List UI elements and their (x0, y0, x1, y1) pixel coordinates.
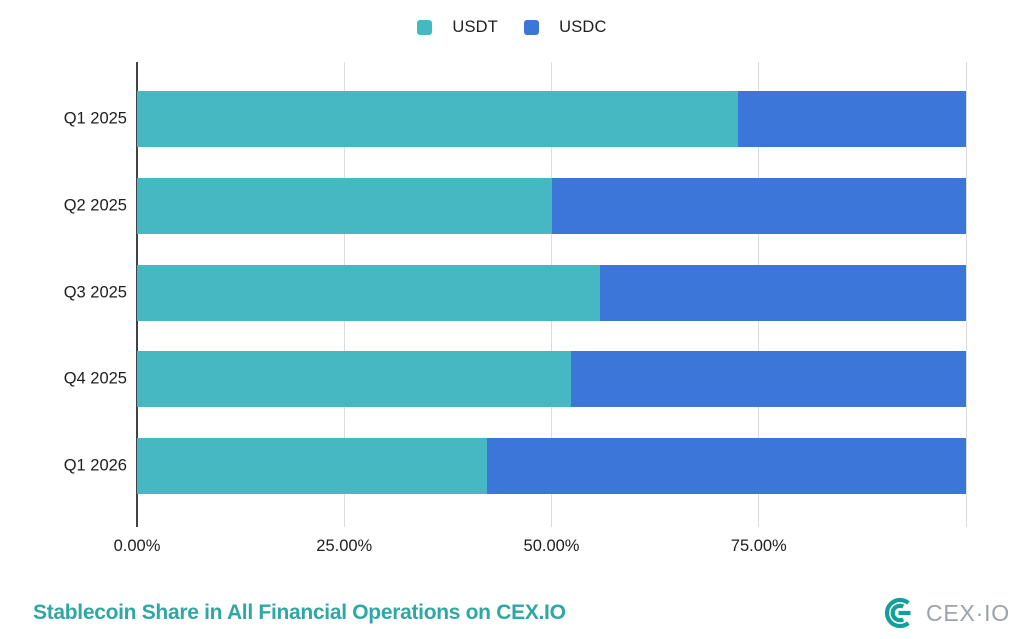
y-axis-label: Q3 2025 (63, 283, 127, 301)
cexio-logo-text: CEX·IO (925, 599, 1010, 626)
chart-legend: USDT USDC (0, 18, 1024, 37)
bar-segment-usdt-q1-2026[interactable] (137, 438, 487, 494)
x-axis-label: 50.00% (523, 537, 580, 555)
y-axis-label: Q1 2026 (63, 456, 127, 475)
x-axis-label: 0.00% (113, 537, 161, 555)
legend-swatch-usdt (417, 20, 433, 35)
y-axis-label: Q2 2025 (63, 196, 127, 215)
x-axis-labels: 0.00% 25.00% 50.00% 75.00% (0, 537, 1024, 561)
bar-segment-usdt-q3-2025[interactable] (137, 264, 601, 321)
bar-segment-usdc-q3-2025[interactable] (600, 264, 966, 321)
bar-row-q1-2025 (137, 91, 966, 147)
gridline-100pct (965, 62, 967, 527)
bar-row-q3-2025 (137, 264, 966, 321)
legend-item-usdt[interactable]: USDT (417, 18, 498, 37)
legend-label: USDC (559, 18, 607, 36)
y-axis-labels: Q1 2025 Q2 2025 Q3 2025 Q4 2025 Q1 2026 (0, 62, 127, 527)
bar-segment-usdc-q1-2025[interactable] (738, 91, 966, 147)
legend-item-usdc[interactable]: USDC (524, 18, 607, 37)
bar-row-q2-2025 (137, 177, 966, 234)
bar-segment-usdc-q1-2026[interactable] (486, 438, 966, 494)
bar-segment-usdc-q4-2025[interactable] (570, 351, 966, 408)
legend-label: USDT (452, 18, 499, 36)
bar-segment-usdc-q2-2025[interactable] (551, 177, 966, 234)
x-axis-label: 25.00% (316, 537, 373, 555)
bar-segment-usdt-q4-2025[interactable] (137, 351, 571, 408)
bar-row-q4-2025 (137, 351, 966, 408)
bar-segment-usdt-q2-2025[interactable] (137, 177, 552, 234)
cexio-brand: CEX·IO (883, 596, 1010, 630)
legend-swatch-usdc (524, 20, 540, 35)
x-axis-label: 75.00% (730, 537, 787, 555)
bar-row-q1-2026 (137, 438, 966, 494)
y-axis-label: Q1 2025 (63, 109, 127, 128)
chart-title: Stablecoin Share in All Financial Operat… (33, 601, 566, 624)
plot-area (136, 62, 967, 527)
cexio-logo-icon (883, 596, 917, 630)
bar-segment-usdt-q1-2025[interactable] (137, 91, 739, 147)
y-axis-label: Q4 2025 (63, 369, 127, 388)
